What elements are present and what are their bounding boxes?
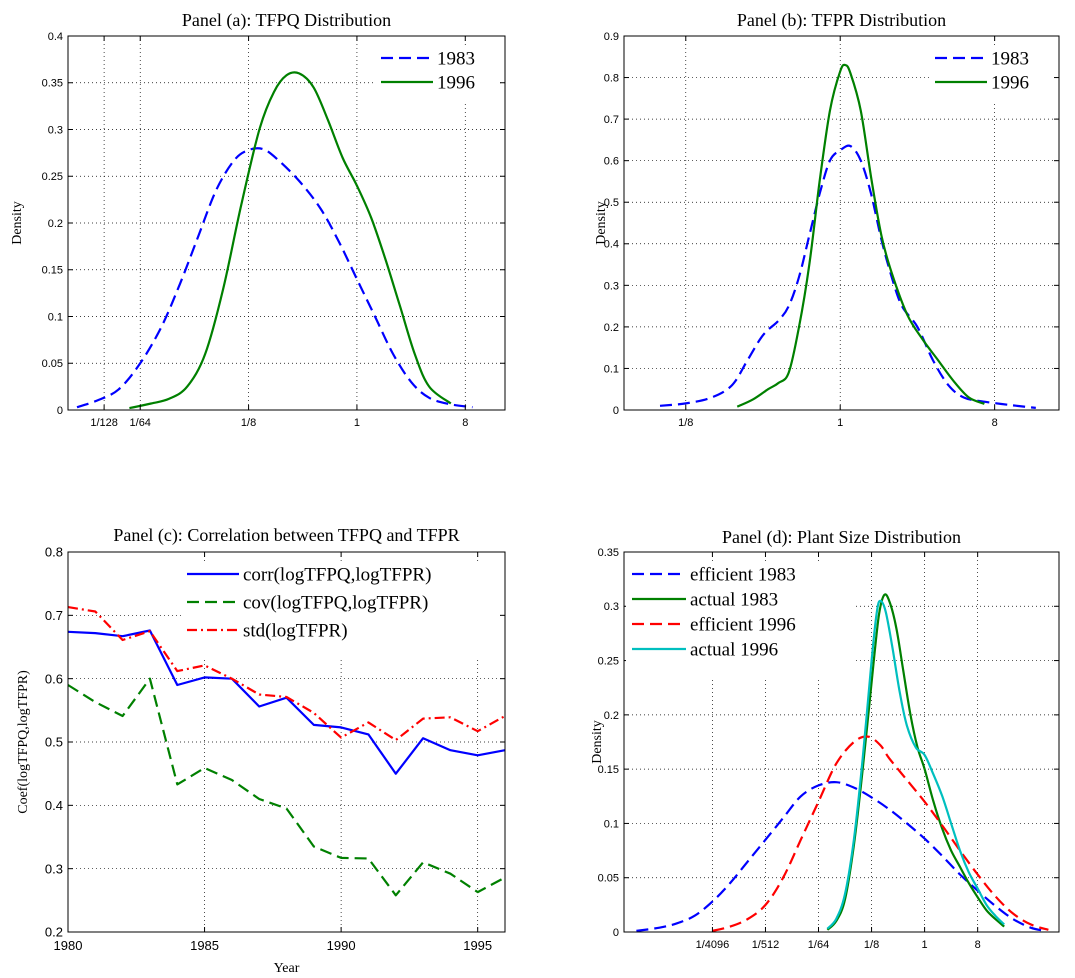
y-tick-label: 0.4 [45,798,63,813]
x-tick-label: 1/8 [864,939,879,951]
y-tick-label: 0.7 [45,608,63,623]
series-line-1996 [129,71,452,410]
legend-label: 1983 [991,48,1029,69]
y-tick-label: 0.1 [604,363,619,375]
x-tick-label: 1 [922,939,928,951]
legend-label: efficient 1983 [690,564,796,585]
legend-label: cov(logTFPQ,logTFPR) [243,592,428,613]
y-tick-label: 0.3 [604,601,619,613]
legend-label: 1996 [437,72,475,93]
y-tick-label: 0.15 [42,265,63,277]
y-tick-label: 0.2 [48,218,63,230]
x-tick-label: 1/128 [90,417,118,429]
y-tick-label: 0.1 [604,818,619,830]
x-tick-label: 1/8 [678,417,693,429]
y-tick-label: 0.1 [48,311,63,323]
y-tick-label: 0.4 [604,239,619,251]
x-tick-label: 8 [992,417,998,429]
y-axis-label: Coef(logTFPQ,logTFPR) [16,670,31,814]
y-tick-label: 0.7 [604,114,619,126]
legend-box [181,562,499,658]
x-tick-label: 1990 [327,938,356,953]
y-tick-label: 0.2 [604,710,619,722]
legend: 1983 1996 [375,46,499,102]
legend: efficient 1983 actual 1983 efficient 1996 a… [626,562,856,678]
chart-title: Panel (b): TFPR Distribution [737,10,946,31]
y-tick-label: 0.8 [45,545,63,560]
legend-box [929,46,1053,102]
series-line-actual-1996 [826,599,1005,930]
y-tick-label: 0.3 [48,124,63,136]
y-tick-label: 0.9 [604,31,619,43]
y-tick-label: 0 [57,405,63,417]
y-tick-label: 0.8 [604,73,619,85]
y-axis-label: Density [10,201,25,245]
y-tick-label: 0.6 [45,671,63,686]
y-tick-label: 0.35 [42,78,63,90]
chart-title: Panel (c): Correlation between TFPQ and … [113,525,459,546]
legend-box [626,562,856,678]
x-tick-label: 8 [975,939,981,951]
y-tick-label: 0.5 [45,735,63,750]
legend-box [375,46,499,102]
x-tick-label: 1 [354,417,360,429]
legend-label: efficient 1996 [690,614,796,635]
chart-title: Panel (d): Plant Size Distribution [722,527,961,548]
legend: 1983 1996 [929,46,1053,102]
legend-label: actual 1983 [690,589,778,610]
series-line-1983 [659,144,1036,409]
legend-label: corr(logTFPQ,logTFPR) [243,564,431,585]
y-tick-label: 0 [613,927,619,939]
chart-title: Panel (a): TFPQ Distribution [182,10,391,31]
panel-a: 1/128 1/64 1/8 1 8 0 0.05 0.1 0.15 0.2 0.25 0.3 0.35… [10,10,506,429]
x-tick-label: 1985 [190,938,219,953]
x-tick-label: 1/4096 [696,939,730,951]
x-tick-label: 1 [837,417,843,429]
axes-box [623,35,1060,411]
legend-label: 1983 [437,48,475,69]
y-tick-label: 0.35 [598,547,619,559]
series-line-1996 [736,63,985,408]
y-tick-label: 0.15 [598,764,619,776]
series-line-std-logtfpr [67,606,506,742]
x-tick-label: 1/64 [130,417,151,429]
axes-box [623,551,1060,933]
y-axis-label: Density [590,720,605,764]
panel-b: 1/8 1 8 0 0.1 0.2 0.3 0.4 0.5 0.6 0.7 0.8 0.9 Panel (… [594,10,1060,429]
x-tick-label: 1/512 [752,939,780,951]
x-tick-label: 1995 [463,938,492,953]
x-tick-label: 8 [462,417,468,429]
legend-label: actual 1996 [690,639,778,660]
y-axis-label: Density [594,201,609,245]
legend: corr(logTFPQ,logTFPR) cov(logTFPQ,logTFPR… [181,562,499,658]
y-tick-label: 0 [613,405,619,417]
series-line-1983 [76,147,473,409]
y-tick-label: 0.3 [604,280,619,292]
panel-c: 1980 1985 1990 1995 0.2 0.3 0.4 0.5 0.6 0.7 0.8 Pan… [16,525,506,976]
y-tick-label: 0.3 [45,861,63,876]
y-tick-label: 0.5 [604,197,619,209]
y-tick-label: 0.25 [598,656,619,668]
x-axis-label: Year [274,961,300,976]
legend-label: std(logTFPR) [243,620,348,641]
x-tick-label: 1980 [54,938,83,953]
x-tick-label: 1/8 [241,417,256,429]
y-tick-label: 0.25 [42,171,63,183]
panel-d: 1/4096 1/512 1/64 1/8 1 8 0 0.05 0.1 0.15 0.2 0.25 0… [590,527,1060,951]
x-tick-label: 1/64 [808,939,829,951]
y-tick-label: 0.05 [598,873,619,885]
y-tick-label: 0.05 [42,358,63,370]
y-tick-label: 0.2 [45,925,63,940]
y-tick-label: 0.4 [48,31,63,43]
series-line-efficient-1996 [712,735,1049,932]
series-line-cov-logtfpq-logtfpr [67,677,506,897]
legend-label: 1996 [991,72,1029,93]
y-tick-label: 0.2 [604,322,619,334]
y-tick-label: 0.6 [604,156,619,168]
